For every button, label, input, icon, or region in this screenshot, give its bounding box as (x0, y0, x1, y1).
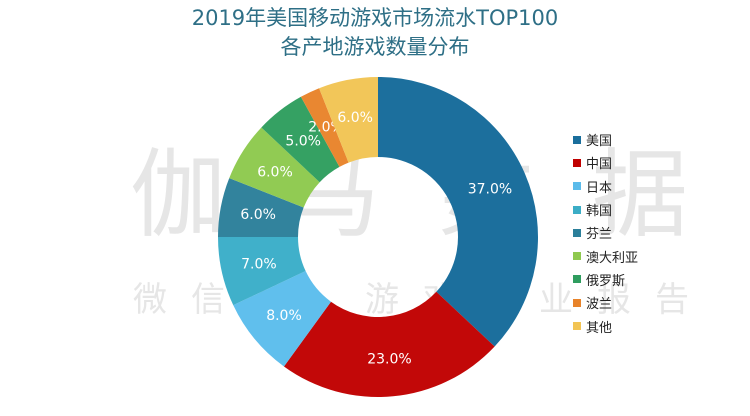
legend-item: 澳大利亚 (573, 244, 638, 267)
donut-segment (319, 77, 378, 163)
legend-item: 美国 (573, 128, 638, 151)
donut-segment (218, 178, 304, 237)
donut-segment (233, 271, 331, 367)
legend-item: 中国 (573, 151, 638, 174)
legend-label: 波兰 (586, 297, 613, 313)
chart-title-line2: 各产地游戏数量分布 (280, 35, 470, 59)
legend-swatch-icon (573, 252, 581, 261)
segment-label: 6.0% (240, 207, 276, 223)
legend-label: 日本 (586, 180, 613, 196)
legend-item: 日本 (573, 175, 638, 198)
segment-label: 7.0% (241, 257, 277, 273)
legend-swatch-icon (573, 298, 581, 307)
legend-label: 其他 (586, 320, 613, 336)
legend-item: 俄罗斯 (573, 268, 638, 291)
donut-segment (218, 237, 306, 306)
segment-label: 6.0% (337, 110, 373, 126)
legend-swatch-icon (573, 158, 581, 167)
segment-label: 23.0% (367, 351, 411, 367)
segment-label: 5.0% (285, 134, 321, 150)
legend-swatch-icon (573, 228, 581, 237)
legend-label: 芬兰 (586, 227, 613, 243)
donut-segment (300, 88, 349, 167)
segment-label: 37.0% (468, 182, 512, 198)
legend-item: 波兰 (573, 291, 638, 314)
legend-swatch-icon (573, 182, 581, 191)
segment-label: 6.0% (257, 165, 293, 181)
legend-item: 韩国 (573, 198, 638, 221)
chart-legend: 美国中国日本韩国芬兰澳大利亚俄罗斯波兰其他 (573, 128, 638, 338)
legend-item: 其他 (573, 314, 638, 337)
legend-swatch-icon (573, 275, 581, 284)
donut-segment (283, 291, 495, 397)
legend-swatch-icon (573, 135, 581, 144)
donut-segment (378, 77, 538, 347)
legend-label: 俄罗斯 (586, 273, 626, 289)
legend-label: 中国 (586, 157, 613, 173)
donut-segment (229, 127, 320, 208)
chart-title-line1: 2019年美国移动游戏市场流水TOP100 (191, 6, 559, 30)
legend-swatch-icon (573, 322, 581, 331)
legend-label: 美国 (586, 134, 613, 150)
legend-label: 澳大利亚 (586, 250, 639, 266)
legend-swatch-icon (573, 205, 581, 214)
segment-label: 8.0% (266, 308, 302, 324)
legend-item: 芬兰 (573, 221, 638, 244)
legend-label: 韩国 (586, 204, 613, 220)
donut-segment (261, 96, 340, 183)
chart-title: 2019年美国移动游戏市场流水TOP100 各产地游戏数量分布 (0, 4, 750, 62)
